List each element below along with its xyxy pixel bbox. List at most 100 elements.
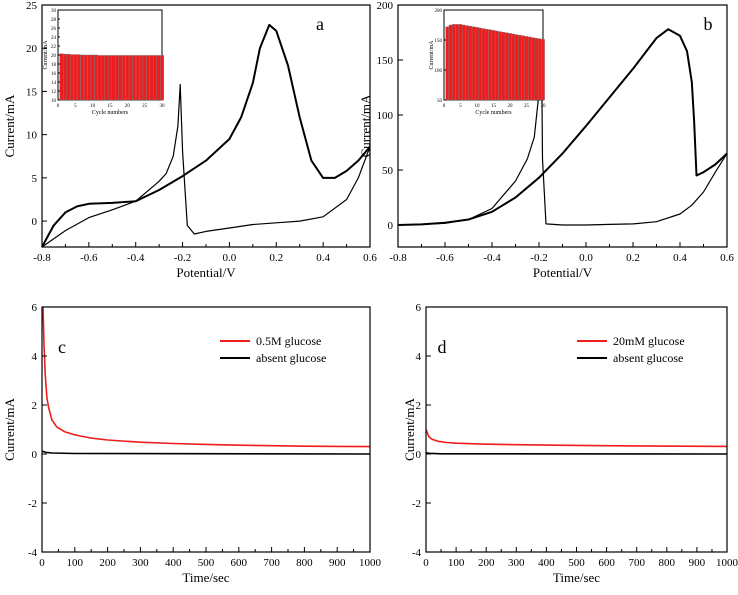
y-tick-label: 100 xyxy=(377,110,394,122)
inset-bar xyxy=(142,55,147,101)
inset-y-tick-label: 100 xyxy=(435,69,443,74)
x-tick-label: 400 xyxy=(165,557,182,569)
inset-y-tick-label: 12 xyxy=(51,90,57,95)
inset-x-tick-label: 15 xyxy=(491,104,497,109)
inset-bar xyxy=(90,54,95,101)
x-tick-label: 600 xyxy=(231,557,248,569)
inset-y-tick-label: 18 xyxy=(51,63,57,68)
inset-bar xyxy=(534,38,539,101)
inset-bar xyxy=(524,36,529,101)
inset-bar xyxy=(115,55,119,101)
inset-bar xyxy=(132,55,137,101)
y-tick-label: 4 xyxy=(32,351,38,363)
x-tick-label: 200 xyxy=(99,557,116,569)
y-tick-label: 150 xyxy=(377,55,394,67)
x-tick-label: 0.6 xyxy=(363,252,377,264)
y-tick-label: -4 xyxy=(412,547,422,559)
inset-y-tick-label: 200 xyxy=(435,9,443,14)
inset-bar xyxy=(504,32,509,101)
inset-x-tick-label: 30 xyxy=(541,104,547,109)
inset-x-axis-label: Cycle numbers xyxy=(475,110,512,116)
series-line-0 xyxy=(42,23,370,247)
y-tick-label: 6 xyxy=(416,302,422,314)
x-tick-label: 0.0 xyxy=(579,252,593,264)
inset-bar xyxy=(458,24,463,101)
legend-label: 20mM glucose xyxy=(613,334,685,348)
inset-bar xyxy=(518,35,522,101)
x-tick-label: 900 xyxy=(329,557,346,569)
inset-x-tick-label: 20 xyxy=(508,104,514,109)
inset-bar xyxy=(101,55,105,101)
series-line-0 xyxy=(42,307,370,448)
y-tick-label: 0 xyxy=(32,449,38,461)
x-tick-label: 100 xyxy=(448,557,465,569)
inset-bar xyxy=(69,54,74,101)
series-line-1 xyxy=(426,452,727,455)
inset-bar xyxy=(485,29,489,101)
inset-y-tick-label: 16 xyxy=(51,72,57,77)
inset-x-tick-label: 0 xyxy=(443,104,446,109)
inset-bar xyxy=(498,31,502,101)
y-tick-label: 6 xyxy=(32,302,38,314)
panel-d: 0 100 200 300 400 500 600 700 800 900 1000 -4 -2 0 2 4 6… xyxy=(402,302,738,585)
inset-bar xyxy=(491,30,496,101)
x-tick-label: 500 xyxy=(198,557,215,569)
y-axis-label: Current/mA xyxy=(2,397,17,460)
y-tick-label: 5 xyxy=(32,173,38,185)
inset-x-tick-label: 5 xyxy=(459,104,462,109)
x-axis-label: Potential/V xyxy=(533,265,593,280)
x-tick-label: 0.6 xyxy=(720,252,734,264)
inset-y-tick-label: 28 xyxy=(51,18,57,23)
inset-bar xyxy=(448,24,453,101)
inset-bar-chart: 0 5 10 15 20 25 30 10 12 14 16 18 20 22 24 26 28 30 Cycle … xyxy=(43,9,165,116)
inset-x-tick-label: 5 xyxy=(74,104,77,109)
inset-bar xyxy=(531,37,535,101)
x-tick-label: 0.4 xyxy=(673,252,687,264)
y-tick-label: 15 xyxy=(26,86,38,98)
x-tick-label: 400 xyxy=(538,557,555,569)
x-tick-label: 900 xyxy=(689,557,706,569)
inset-x-tick-label: 30 xyxy=(160,104,166,109)
x-tick-label: 0.0 xyxy=(223,252,237,264)
inset-bar xyxy=(80,54,85,101)
x-tick-label: 300 xyxy=(508,557,525,569)
y-tick-label: 2 xyxy=(32,400,38,412)
series-line-1 xyxy=(398,31,727,226)
panel-label: b xyxy=(704,14,713,34)
inset-bar xyxy=(149,55,154,101)
inset-bar xyxy=(541,39,545,101)
panel-b: -0.8 -0.6 -0.4 -0.2 0.0 0.2 0.4 0.6050100150200… xyxy=(358,0,734,280)
x-tick-label: 200 xyxy=(478,557,495,569)
y-axis-label: Current/mA xyxy=(402,397,417,460)
x-tick-label: -0.2 xyxy=(530,252,547,264)
inset-bar xyxy=(156,55,161,101)
x-tick-label: 1000 xyxy=(716,557,738,569)
inset-bar xyxy=(452,24,456,101)
inset-bar xyxy=(146,55,151,101)
inset-x-tick-label: 10 xyxy=(90,104,96,109)
y-tick-label: 2 xyxy=(416,400,422,412)
y-axis-label: Current/mA xyxy=(358,94,373,157)
inset-y-axis-label: Current/mA xyxy=(43,40,49,70)
inset-bar xyxy=(495,30,499,101)
inset-bar xyxy=(104,55,109,101)
panel-label: c xyxy=(58,337,66,357)
y-tick-label: 200 xyxy=(377,0,394,12)
inset-bar xyxy=(501,32,506,101)
inset-bar xyxy=(528,36,532,101)
inset-y-tick-label: 14 xyxy=(51,81,57,86)
inset-bar-chart: 0 5 10 15 20 25 30 50 100 150 200 Cycle numbers Curr… xyxy=(429,9,546,116)
inset-x-tick-label: 10 xyxy=(475,104,481,109)
x-tick-label: 100 xyxy=(67,557,84,569)
inset-x-tick-label: 0 xyxy=(57,104,60,109)
inset-bar xyxy=(63,53,67,101)
inset-bar xyxy=(94,54,99,101)
inset-x-tick-label: 25 xyxy=(524,104,530,109)
y-tick-label: -2 xyxy=(28,498,37,510)
y-tick-label: 4 xyxy=(416,351,422,363)
x-tick-label: -0.6 xyxy=(80,252,98,264)
inset-y-tick-label: 20 xyxy=(51,54,57,59)
x-tick-label: -0.6 xyxy=(436,252,454,264)
